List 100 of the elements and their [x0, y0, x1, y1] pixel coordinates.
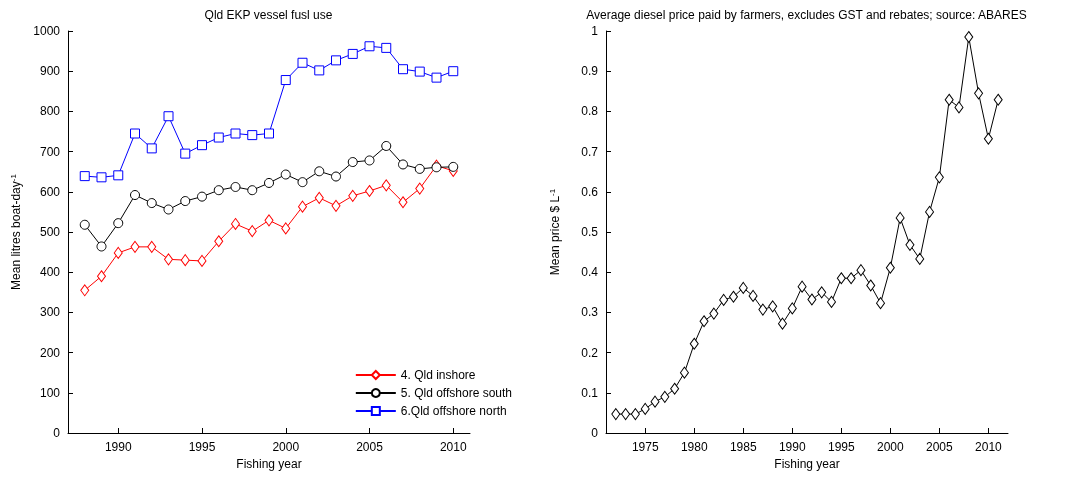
point [264, 128, 274, 139]
y-tick-label: 0 [53, 426, 61, 440]
point [660, 390, 670, 403]
point [915, 252, 925, 265]
point [738, 281, 748, 294]
point [146, 198, 157, 209]
point [448, 66, 459, 77]
point [768, 300, 778, 313]
y-tick-label: 0.3 [581, 305, 599, 320]
chart-title: Qld EKP vessel fusl use [204, 8, 333, 22]
x-tick-label: 2010 [975, 440, 1003, 454]
point [836, 272, 846, 285]
point [364, 155, 375, 166]
point [414, 163, 425, 174]
point [314, 166, 325, 177]
y-tick-label: 400 [39, 265, 61, 280]
point [964, 31, 974, 44]
point [679, 366, 689, 379]
point [297, 177, 308, 188]
point [197, 140, 207, 151]
point [180, 148, 191, 159]
point [113, 170, 124, 181]
point [297, 57, 308, 68]
point [197, 191, 207, 202]
point [347, 48, 358, 59]
point [364, 41, 375, 52]
point [777, 317, 787, 330]
point [180, 254, 190, 267]
point [331, 55, 341, 66]
point [147, 240, 157, 253]
point [640, 402, 650, 415]
x-axis-title: Fishing year [236, 456, 302, 471]
point [807, 293, 817, 306]
point [448, 161, 459, 172]
point [398, 159, 408, 170]
point [876, 297, 886, 310]
point [866, 279, 876, 292]
point [113, 218, 124, 229]
point [280, 75, 291, 86]
y-tick-label: 1000 [33, 24, 61, 38]
point [630, 408, 640, 421]
point [817, 286, 827, 299]
point [381, 42, 392, 53]
point [163, 204, 174, 215]
point [709, 307, 719, 320]
point [213, 132, 224, 143]
x-tick-label: 2005 [926, 440, 954, 454]
y-tick-label: 200 [39, 345, 61, 360]
point [146, 143, 157, 154]
x-tick-label: 1990 [104, 440, 132, 454]
point [895, 211, 905, 224]
x-tick-label: 2010 [439, 440, 467, 454]
point [415, 182, 425, 195]
point [130, 190, 140, 201]
y-axis-title: Mean price $ L-1 [547, 188, 562, 276]
point [314, 191, 324, 204]
point [670, 382, 680, 395]
point [113, 246, 123, 259]
y-tick-label: 1 [591, 24, 599, 38]
point [130, 128, 140, 139]
point [79, 219, 90, 230]
x-tick-label: 1975 [631, 440, 659, 454]
point [180, 196, 191, 207]
y-tick-label: 0.9 [581, 64, 599, 79]
x-axis-title: Fishing year [774, 456, 840, 471]
point [264, 177, 274, 188]
point [331, 171, 341, 182]
y-tick-label: 0.7 [581, 144, 599, 159]
point [728, 290, 738, 303]
point [993, 93, 1003, 106]
point [331, 199, 341, 212]
y-tick-label: 0.2 [581, 345, 599, 360]
point [905, 238, 915, 251]
point [247, 130, 258, 141]
legend-label: 4. Qld inshore [400, 368, 476, 382]
y-tick-label: 0.8 [581, 104, 599, 119]
point [787, 302, 797, 315]
x-tick-label: 1995 [188, 440, 216, 454]
point [130, 240, 140, 253]
point [365, 185, 374, 197]
point [247, 225, 257, 238]
y-tick-label: 800 [39, 104, 61, 119]
legend-label: 6.Qld offshore north [400, 404, 507, 418]
y-tick-label: 0.6 [581, 184, 599, 199]
y-tick-label: 0.4 [581, 265, 599, 280]
y-tick-label: 0 [591, 426, 599, 440]
point [398, 64, 408, 75]
y-tick-label: 700 [39, 144, 61, 159]
point [347, 157, 358, 168]
point [797, 280, 807, 293]
point [281, 222, 291, 235]
y-tick-label: 100 [39, 385, 61, 400]
y-tick-label: 500 [39, 225, 61, 239]
point [983, 132, 993, 145]
point [934, 171, 944, 184]
y-tick-label: 900 [39, 64, 61, 79]
point [280, 169, 291, 180]
point [213, 185, 224, 196]
point [348, 189, 358, 202]
point [954, 101, 964, 114]
